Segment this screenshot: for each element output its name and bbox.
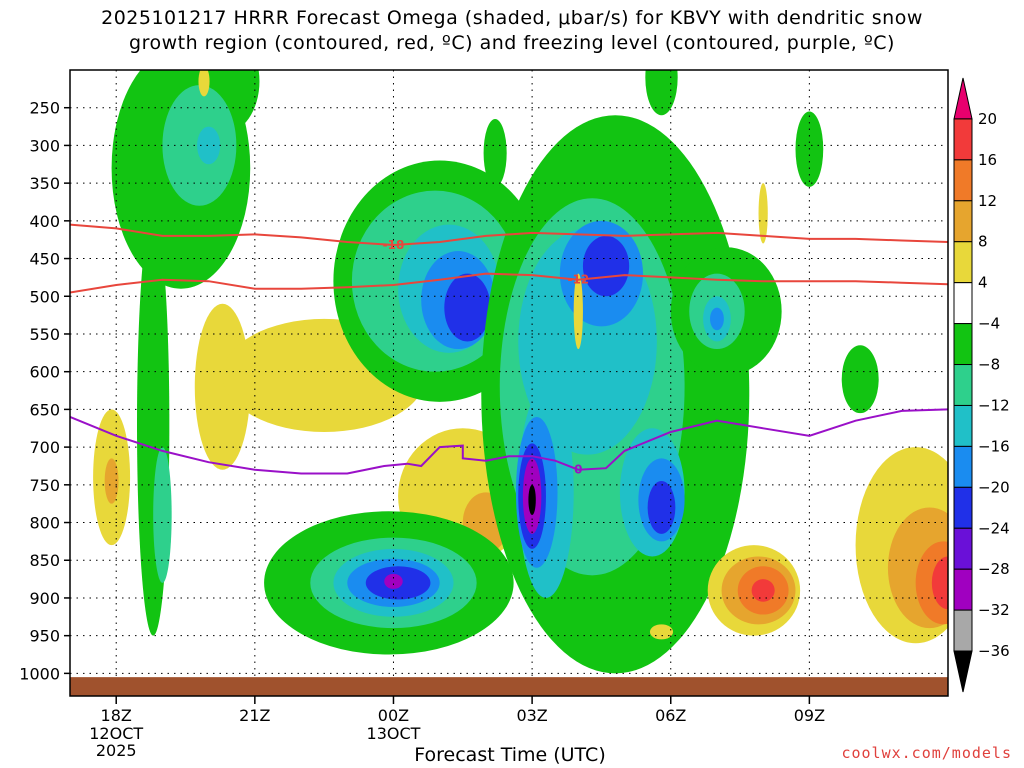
colorbar-segment: [953, 404, 973, 447]
colorbar-arrow-top: [953, 77, 973, 120]
colorbar-label: 12: [978, 192, 997, 210]
colorbar-segment: [953, 445, 973, 488]
colorbar-arrow-bottom: [953, 650, 973, 693]
omega-blob: [647, 481, 676, 534]
omega-blob: [278, 0, 287, 4]
colorbar: 20 16 12 8 4 −4 −8 −12 −16 −20 −24 −28 −32 −36: [953, 77, 1010, 693]
freezing-level-0-line: [70, 408, 948, 475]
x-tick-label: 21Z: [239, 706, 270, 725]
y-tick-label: 650: [29, 400, 60, 419]
omega-blob: [645, 70, 678, 116]
y-tick-label: 700: [29, 438, 60, 457]
y-tick-label: 900: [29, 589, 60, 608]
omega-blob: [153, 447, 172, 583]
y-tick-label: 750: [29, 476, 60, 495]
omega-blob: [483, 119, 507, 187]
y-tick-label: 550: [29, 325, 60, 344]
omega-blob: [841, 345, 879, 414]
colorbar-segment: [953, 609, 973, 652]
colorbar-segment: [953, 118, 973, 161]
credit-text: coolwx.com/models: [841, 744, 1012, 762]
colorbar-label: −28: [978, 560, 1010, 578]
title-line-1: 2025101217 HRRR Forecast Omega (shaded, …: [101, 7, 923, 29]
y-tick-label: 950: [29, 627, 60, 646]
contour-lines: -18 -12 0: [70, 223, 948, 477]
colorbar-segment: [953, 200, 973, 243]
snow-growth-12-label: -12: [567, 273, 589, 287]
colorbar-label: 16: [978, 151, 997, 169]
omega-blob: [194, 303, 251, 470]
omega-blob: [444, 273, 491, 342]
chart-title: 2025101217 HRRR Forecast Omega (shaded, …: [0, 6, 1024, 56]
omega-blob: [758, 183, 768, 244]
colorbar-label: 20: [978, 110, 997, 128]
y-tick-label: 450: [29, 250, 60, 269]
y-tick-label: 600: [29, 363, 60, 382]
colorbar-label: −16: [978, 437, 1010, 455]
x-tick-year: 2025: [96, 741, 137, 760]
grid-lines: [70, 70, 948, 696]
omega-blob: [555, 143, 565, 148]
freezing-level-0-label: 0: [574, 463, 582, 477]
x-tick-date: 12OCT: [89, 724, 143, 743]
x-tick-date: 13OCT: [367, 724, 421, 743]
omega-blob: [104, 458, 119, 504]
colorbar-label: 8: [978, 233, 988, 251]
colorbar-label: −36: [978, 642, 1010, 660]
colorbar-segment: [953, 323, 973, 366]
snow-growth-18-label: -18: [383, 238, 405, 252]
omega-blob: [931, 556, 948, 610]
x-tick-label: 03Z: [516, 706, 547, 725]
colorbar-label: −32: [978, 601, 1010, 619]
omega-blob: [649, 624, 674, 640]
y-tick-label: 250: [29, 99, 60, 118]
y-tick-label: 500: [29, 287, 60, 306]
colorbar-segment: [953, 282, 973, 325]
x-tick-label: 09Z: [794, 706, 825, 725]
title-line-2: growth region (contoured, red, ºC) and f…: [129, 32, 895, 54]
omega-blob: [573, 273, 583, 350]
colorbar-label: −4: [978, 315, 1000, 333]
y-tick-label: 300: [29, 136, 60, 155]
colorbar-label: −20: [978, 478, 1010, 496]
x-tick-label: 06Z: [655, 706, 686, 725]
y-tick-label: 800: [29, 514, 60, 533]
x-tick-label: 18Z: [101, 706, 132, 725]
colorbar-label: 4: [978, 274, 988, 292]
colorbar-segment: [953, 364, 973, 406]
omega-shading: [93, 0, 948, 674]
colorbar-segment: [953, 486, 973, 529]
omega-blob: [198, 70, 210, 97]
omega-blob: [197, 126, 221, 165]
ground-bar: [70, 677, 948, 696]
omega-blob: [710, 307, 724, 331]
omega-blob: [751, 579, 775, 602]
y-tick-label: 400: [29, 212, 60, 231]
colorbar-label: −8: [978, 356, 1000, 374]
colorbar-segment: [953, 568, 973, 611]
x-axis-label: Forecast Time (UTC): [414, 744, 606, 766]
colorbar-segment: [953, 159, 973, 202]
omega-blob: [582, 235, 630, 297]
x-tick-label: 00Z: [378, 706, 409, 725]
omega-blob: [384, 573, 403, 589]
y-tick-label: 1000: [19, 664, 60, 683]
colorbar-label: −12: [978, 396, 1010, 414]
snow-growth-12-line: [70, 272, 948, 294]
plot-frame: [69, 69, 949, 697]
y-tick-label: 350: [29, 174, 60, 193]
y-tick-label: 850: [29, 551, 60, 570]
colorbar-label: −24: [978, 519, 1010, 537]
snow-growth-18-line: [70, 223, 948, 247]
y-axis: 250 300 350 400 450 500 550 600 650 700 750 800 850 9…: [19, 99, 70, 683]
colorbar-segment: [953, 241, 973, 284]
colorbar-segment: [953, 527, 973, 570]
